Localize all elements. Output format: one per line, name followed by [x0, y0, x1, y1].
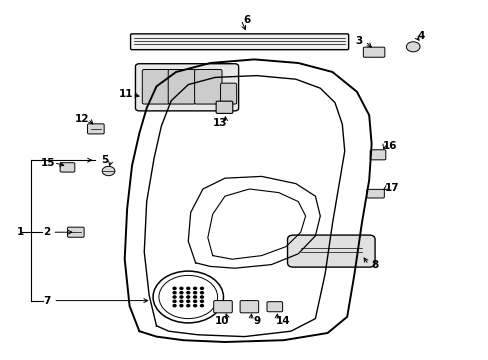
FancyBboxPatch shape: [363, 47, 384, 57]
Circle shape: [200, 296, 203, 298]
Text: 17: 17: [384, 183, 399, 193]
Circle shape: [200, 300, 203, 302]
FancyBboxPatch shape: [67, 227, 84, 237]
Text: 10: 10: [215, 316, 229, 326]
Circle shape: [173, 287, 176, 289]
Circle shape: [186, 292, 189, 294]
Text: 3: 3: [355, 36, 362, 46]
Circle shape: [173, 305, 176, 307]
Circle shape: [193, 287, 196, 289]
FancyBboxPatch shape: [168, 69, 195, 104]
FancyBboxPatch shape: [87, 124, 104, 134]
Text: 15: 15: [41, 158, 55, 168]
FancyBboxPatch shape: [135, 64, 238, 111]
Circle shape: [186, 300, 189, 302]
Text: 8: 8: [370, 260, 377, 270]
Circle shape: [193, 296, 196, 298]
FancyBboxPatch shape: [130, 34, 348, 50]
FancyBboxPatch shape: [220, 83, 236, 104]
FancyBboxPatch shape: [366, 189, 384, 198]
Text: 1: 1: [17, 227, 24, 237]
Circle shape: [193, 300, 196, 302]
Text: 2: 2: [43, 227, 50, 237]
FancyBboxPatch shape: [213, 301, 232, 313]
Circle shape: [200, 292, 203, 294]
Circle shape: [406, 42, 419, 52]
Circle shape: [180, 292, 183, 294]
FancyBboxPatch shape: [216, 101, 232, 113]
Circle shape: [102, 166, 115, 176]
Circle shape: [180, 300, 183, 302]
Text: 16: 16: [382, 141, 397, 151]
Circle shape: [180, 305, 183, 307]
FancyBboxPatch shape: [266, 302, 282, 312]
Text: 7: 7: [43, 296, 51, 306]
Circle shape: [200, 287, 203, 289]
FancyBboxPatch shape: [369, 150, 385, 160]
Circle shape: [173, 296, 176, 298]
Text: 13: 13: [212, 118, 227, 128]
Text: 5: 5: [102, 155, 108, 165]
Circle shape: [186, 296, 189, 298]
Circle shape: [186, 305, 189, 307]
FancyBboxPatch shape: [240, 301, 258, 313]
FancyBboxPatch shape: [194, 69, 222, 104]
Circle shape: [193, 305, 196, 307]
Text: 9: 9: [253, 316, 260, 326]
Circle shape: [193, 292, 196, 294]
Circle shape: [173, 292, 176, 294]
Circle shape: [186, 287, 189, 289]
Circle shape: [200, 305, 203, 307]
Circle shape: [173, 300, 176, 302]
Circle shape: [180, 287, 183, 289]
FancyBboxPatch shape: [142, 69, 169, 104]
Text: 4: 4: [417, 31, 425, 41]
Text: 12: 12: [75, 114, 89, 124]
FancyBboxPatch shape: [60, 163, 75, 172]
Text: 6: 6: [243, 15, 250, 25]
FancyBboxPatch shape: [287, 235, 374, 267]
Text: 14: 14: [275, 316, 289, 326]
Text: 11: 11: [119, 89, 133, 99]
Circle shape: [180, 296, 183, 298]
